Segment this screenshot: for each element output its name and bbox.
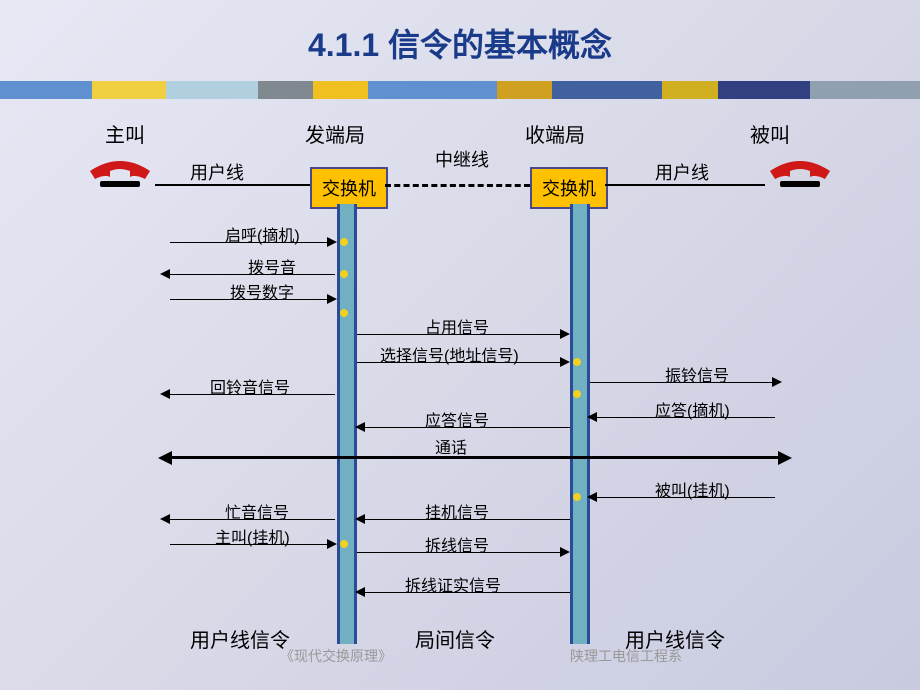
dialdigits-arrow [170, 299, 330, 300]
caller-phone-icon [85, 159, 155, 189]
talk-arrow-r [778, 451, 792, 465]
select-arrow [357, 362, 562, 363]
called-label: 被叫 [750, 119, 790, 148]
answer-arrowhead [355, 422, 365, 432]
trunk-dashed-line [385, 184, 530, 187]
offhook-arrowhead [327, 237, 337, 247]
calledhang-arrowhead [587, 492, 597, 502]
trunk-signaling-label: 局间信令 [415, 624, 495, 653]
user-line-left-label: 用户线 [190, 159, 244, 185]
dot-3 [340, 309, 348, 317]
offhook-arrow [170, 242, 330, 243]
talk-label: 通话 [435, 434, 467, 458]
answerhook-arrow [595, 417, 775, 418]
decorative-color-bar [0, 81, 920, 99]
calledhang-arrow [595, 497, 775, 498]
signaling-diagram: 主叫 发端局 收端局 被叫 交换机 交换机 用户线 用户线 中继线 启呼(摘机)… [30, 114, 890, 674]
talk-arrow-l [158, 451, 172, 465]
origin-lifeline [337, 204, 357, 644]
dot-1 [340, 238, 348, 246]
callerhang-arrow [170, 544, 330, 545]
busytone-arrowhead [160, 514, 170, 524]
ringing-arrow [590, 382, 775, 383]
hangup-arrow [365, 519, 570, 520]
footer-left: 《现代交换原理》 [280, 646, 392, 666]
dot-7 [340, 540, 348, 548]
called-phone-icon [765, 159, 835, 189]
busytone-arrow [170, 519, 335, 520]
dot-4 [573, 358, 581, 366]
callerhang-arrowhead [327, 539, 337, 549]
ringback-arrowhead [160, 389, 170, 399]
terminating-lifeline [570, 204, 590, 644]
clearfwd-arrow [357, 552, 562, 553]
footer-right: 陕理工电信工程系 [570, 646, 682, 666]
slide-title: 4.1.1 信令的基本概念 [0, 0, 920, 66]
trunk-line-label: 中继线 [435, 146, 489, 172]
origin-switch-box: 交换机 [310, 167, 388, 209]
dialtone-arrowhead [160, 269, 170, 279]
talk-line [170, 456, 780, 459]
select-arrowhead [560, 357, 570, 367]
ringback-arrow [170, 394, 335, 395]
caller-label: 主叫 [105, 119, 145, 148]
user-line-right-label: 用户线 [655, 159, 709, 185]
origin-exchange-label: 发端局 [305, 119, 365, 148]
dot-6 [573, 493, 581, 501]
clearconf-arrow [365, 592, 570, 593]
dot-2 [340, 270, 348, 278]
dot-5 [573, 390, 581, 398]
answer-arrow [365, 427, 570, 428]
user-line-left [155, 184, 310, 186]
seize-arrowhead [560, 329, 570, 339]
clearconf-arrowhead [355, 587, 365, 597]
dialdigits-arrowhead [327, 294, 337, 304]
user-line-right [605, 184, 765, 186]
ringing-arrowhead [772, 377, 782, 387]
terminating-exchange-label: 收端局 [525, 119, 585, 148]
seize-arrow [357, 334, 562, 335]
clearfwd-arrowhead [560, 547, 570, 557]
terminating-switch-box: 交换机 [530, 167, 608, 209]
answerhook-arrowhead [587, 412, 597, 422]
user-signaling-left-label: 用户线信令 [190, 624, 290, 653]
dialtone-arrow [170, 274, 335, 275]
hangup-arrowhead [355, 514, 365, 524]
